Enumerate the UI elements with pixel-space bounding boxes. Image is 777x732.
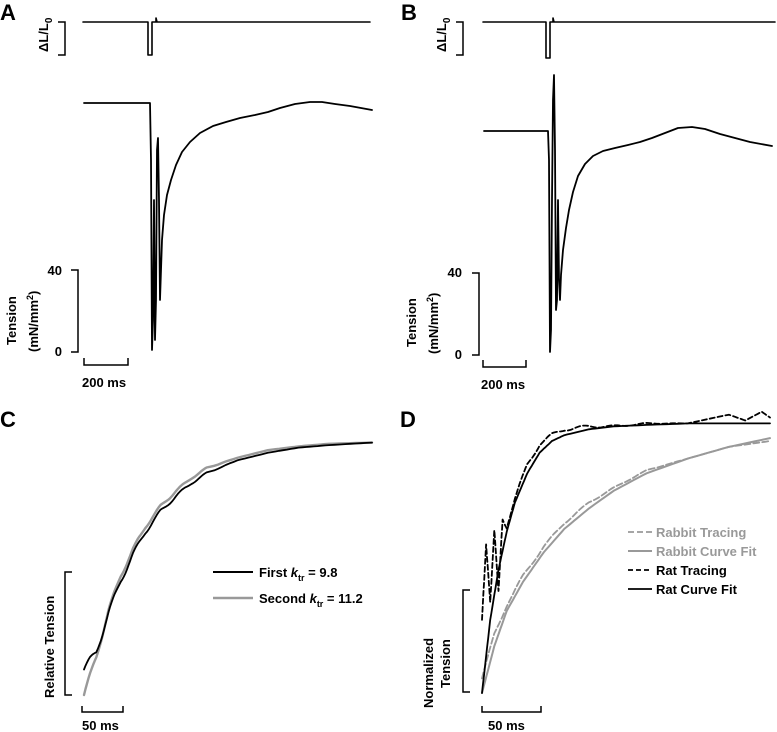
panel-c-series-second (82, 441, 374, 697)
panel-d-rat-tracing (481, 410, 771, 621)
panel-c-series-first (83, 441, 373, 671)
panel-b-tick-0: 0 (455, 347, 462, 362)
panel-c-time-scale-bar (81, 706, 124, 713)
panel-c-legend: First ktr = 9.8 Second ktr = 11.2 (213, 565, 363, 609)
panel-d-legend: Rabbit Tracing Rabbit Curve Fit Rat Trac… (628, 525, 757, 597)
panel-a: A ΔL/L0 40 0 Tension (mN/mm2) 200 ms (0, 0, 373, 390)
panel-b-length-trace (482, 17, 776, 59)
panel-d-legend-rabbit-tracing: Rabbit Tracing (656, 525, 746, 540)
panel-c-legend-second: Second ktr = 11.2 (259, 591, 363, 609)
panel-b-tension-trace (483, 74, 773, 353)
panel-b-tension-units: (mN/mm2) (425, 293, 441, 354)
panel-d-legend-rabbit-fit: Rabbit Curve Fit (656, 544, 757, 559)
panel-d-rabbit-tracing (481, 440, 771, 680)
panel-d-ylabel-line1: Normalized (421, 638, 436, 708)
panel-c-letter: C (0, 407, 16, 432)
panel-d-legend-rat-tracing: Rat Tracing (656, 563, 727, 578)
panel-c-time-scale-label: 50 ms (82, 718, 119, 732)
panel-a-tension-axis (71, 269, 79, 353)
panel-a-length-trace (82, 17, 371, 56)
panel-d-time-scale-label: 50 ms (488, 718, 525, 732)
panel-c-legend-first: First ktr = 9.8 (259, 565, 337, 583)
panel-d-y-scale (462, 589, 470, 693)
panel-a-tension-trace (83, 101, 373, 351)
panel-c-y-scale (64, 571, 72, 696)
panel-a-letter: A (0, 0, 16, 25)
panel-b-time-scale-bar (482, 360, 527, 368)
panel-d-legend-rat-fit: Rat Curve Fit (656, 582, 738, 597)
panel-a-tick-40: 40 (48, 263, 62, 278)
panel-b-tick-40: 40 (448, 265, 462, 280)
panel-a-tick-0: 0 (55, 344, 62, 359)
panel-a-tension-units: (mN/mm2) (25, 291, 41, 352)
panel-b: B ΔL/L0 40 0 Tension (mN/mm2) 200 ms (401, 0, 776, 392)
panel-b-time-scale-label: 200 ms (481, 377, 525, 392)
panel-d-time-scale-bar (481, 706, 542, 713)
panel-a-length-label: ΔL/L0 (36, 17, 55, 52)
panel-b-length-scale (456, 21, 464, 56)
panel-c: C Relative Tension 50 ms First ktr = 9.8… (0, 407, 374, 732)
panel-c-ylabel: Relative Tension (42, 596, 57, 698)
panel-d-ylabel-line2: Tension (438, 639, 453, 688)
panel-a-tension-title: Tension (4, 296, 19, 345)
panel-b-length-label: ΔL/L0 (434, 17, 453, 52)
panel-d-letter: D (400, 407, 416, 432)
panel-a-time-scale-bar (83, 358, 129, 366)
panel-b-tension-title: Tension (404, 298, 419, 347)
panel-a-length-scale (58, 21, 66, 56)
panel-d: D Normalized Tension 50 ms Rabbit Tracin… (400, 407, 771, 732)
panel-b-letter: B (401, 0, 417, 25)
panel-a-time-scale-label: 200 ms (82, 375, 126, 390)
panel-b-tension-axis (472, 272, 480, 356)
